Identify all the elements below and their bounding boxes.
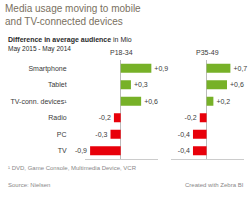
svg-text:-0,2: -0,2: [99, 114, 111, 121]
svg-text:P35-49: P35-49: [196, 49, 219, 56]
svg-text:Media usage moving to mobilean: Media usage moving to mobileand TV-conne…: [5, 3, 141, 27]
svg-text:¹ DVD, Game Console, Multimedi: ¹ DVD, Game Console, Multimedia Device, …: [8, 165, 137, 171]
svg-text:Difference in average audience: Difference in average audience in Mio: [8, 36, 132, 44]
svg-text:+0,9: +0,9: [154, 65, 168, 72]
svg-text:Smartphone: Smartphone: [28, 65, 66, 73]
svg-text:-0,4: -0,4: [178, 131, 190, 138]
svg-text:-0,4: -0,4: [178, 147, 190, 154]
svg-text:May 2015 - May 2014: May 2015 - May 2014: [8, 45, 71, 53]
svg-text:TV-conn. devices¹: TV-conn. devices¹: [11, 98, 68, 105]
svg-text:+0,6: +0,6: [230, 81, 244, 88]
svg-text:TV: TV: [58, 147, 67, 154]
svg-text:-0,2: -0,2: [185, 114, 197, 121]
svg-text:+0,7: +0,7: [233, 65, 247, 72]
svg-text:Source: Nielsen: Source: Nielsen: [8, 182, 50, 188]
svg-text:+0,3: +0,3: [134, 81, 148, 88]
svg-text:-0,9: -0,9: [75, 147, 87, 154]
svg-text:Tablet: Tablet: [48, 81, 67, 88]
svg-text:Created with Zebra BI: Created with Zebra BI: [185, 182, 244, 188]
svg-text:+0,2: +0,2: [216, 98, 230, 105]
svg-text:-0,3: -0,3: [95, 131, 107, 138]
svg-text:Radio: Radio: [48, 114, 66, 121]
svg-text:P18-34: P18-34: [110, 49, 133, 56]
svg-text:PC: PC: [57, 131, 67, 138]
svg-text:+0,6: +0,6: [144, 98, 158, 105]
